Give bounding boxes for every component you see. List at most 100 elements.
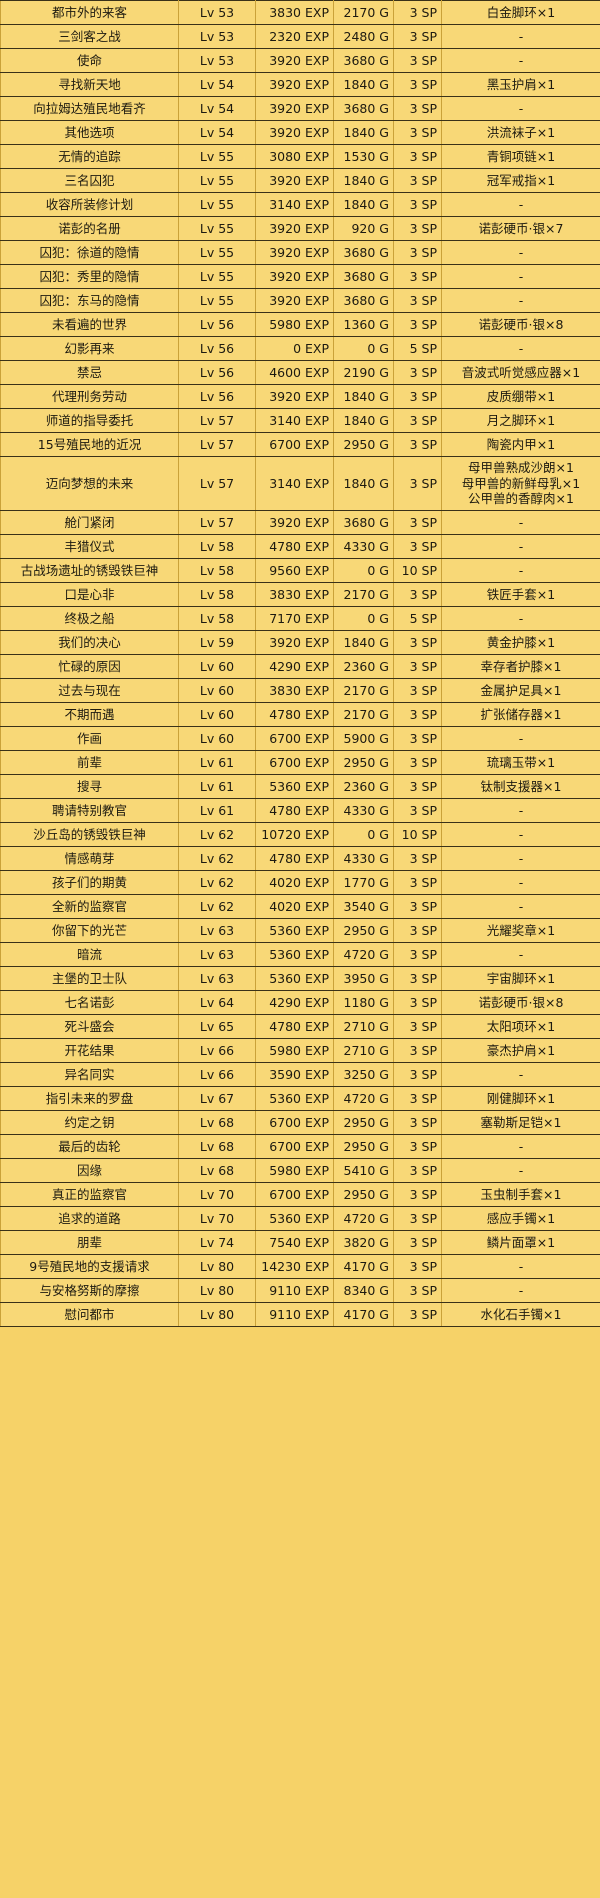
quest-sp-cell: 3 SP — [393, 1133, 442, 1159]
quest-sp-cell: 3 SP — [393, 1181, 442, 1207]
quest-gold-cell: 1840 G — [333, 384, 394, 409]
quest-gold-cell: 2710 G — [333, 1037, 394, 1063]
quest-reward-cell: 刚健脚环×1 — [441, 1085, 600, 1111]
quest-reward-cell: - — [441, 725, 600, 751]
reward-item: 母甲兽的新鲜母乳×1 — [461, 475, 581, 491]
quest-reward-cell: - — [441, 797, 600, 823]
quest-name-cell: 情感萌芽 — [0, 845, 179, 871]
quest-exp-cell: 6700 EXP — [255, 1109, 334, 1135]
quest-sp-cell: 3 SP — [393, 917, 442, 943]
reward-item: - — [518, 946, 524, 962]
quest-gold-cell: 1360 G — [333, 312, 394, 337]
quest-gold-cell: 8340 G — [333, 1277, 394, 1303]
quest-name-cell: 诺彭的名册 — [0, 216, 179, 241]
quest-sp-cell: 3 SP — [393, 216, 442, 241]
quest-name-cell: 孩子们的期黄 — [0, 869, 179, 895]
quest-exp-cell: 5980 EXP — [255, 1037, 334, 1063]
quest-name-cell: 异名同实 — [0, 1061, 179, 1087]
quest-reward-cell: - — [441, 1133, 600, 1159]
reward-item: 鳞片面罩×1 — [486, 1234, 556, 1250]
quest-level-cell: Lv 63 — [178, 917, 256, 943]
quest-gold-cell: 4170 G — [333, 1301, 394, 1327]
quest-level-cell: Lv 55 — [178, 192, 256, 217]
quest-level-cell: Lv 56 — [178, 336, 256, 361]
quest-name-cell: 9号殖民地的支援请求 — [0, 1253, 179, 1279]
quest-name-cell: 三名囚犯 — [0, 168, 179, 193]
quest-gold-cell: 2360 G — [333, 773, 394, 799]
quest-gold-cell: 2710 G — [333, 1013, 394, 1039]
quest-level-cell: Lv 68 — [178, 1157, 256, 1183]
quest-reward-cell: - — [441, 240, 600, 265]
quest-sp-cell: 3 SP — [393, 701, 442, 727]
quest-sp-cell: 3 SP — [393, 533, 442, 559]
quest-sp-cell: 3 SP — [393, 1157, 442, 1183]
quest-level-cell: Lv 57 — [178, 432, 256, 457]
quest-sp-cell: 3 SP — [393, 264, 442, 289]
quest-gold-cell: 3680 G — [333, 264, 394, 289]
quest-exp-cell: 4290 EXP — [255, 989, 334, 1015]
reward-item: 水化石手镯×1 — [480, 1306, 562, 1322]
quest-sp-cell: 3 SP — [393, 0, 442, 25]
reward-item: - — [518, 874, 524, 890]
quest-level-cell: Lv 68 — [178, 1109, 256, 1135]
quest-name-cell: 指引未来的罗盘 — [0, 1085, 179, 1111]
quest-reward-cell: - — [441, 48, 600, 73]
quest-exp-cell: 3920 EXP — [255, 96, 334, 121]
quest-gold-cell: 1840 G — [333, 456, 394, 511]
quest-name-cell: 最后的齿轮 — [0, 1133, 179, 1159]
quest-sp-cell: 3 SP — [393, 773, 442, 799]
quest-reward-cell: - — [441, 941, 600, 967]
quest-name-cell: 真正的监察官 — [0, 1181, 179, 1207]
quest-reward-cell: 白金脚环×1 — [441, 0, 600, 25]
quest-name-cell: 囚犯：徐道的隐情 — [0, 240, 179, 265]
quest-name-cell: 禁忌 — [0, 360, 179, 385]
quest-reward-cell: - — [441, 557, 600, 583]
quest-reward-cell: 诺彭硬币·银×8 — [441, 312, 600, 337]
quest-gold-cell: 3950 G — [333, 965, 394, 991]
quest-sp-cell: 3 SP — [393, 72, 442, 97]
quest-name-cell: 前辈 — [0, 749, 179, 775]
quest-sp-cell: 3 SP — [393, 677, 442, 703]
quest-level-cell: Lv 56 — [178, 384, 256, 409]
reward-item: - — [518, 562, 524, 578]
quest-reward-cell: - — [441, 1253, 600, 1279]
quest-level-cell: Lv 80 — [178, 1253, 256, 1279]
quest-exp-cell: 3830 EXP — [255, 677, 334, 703]
quest-level-cell: Lv 56 — [178, 312, 256, 337]
quest-level-cell: Lv 57 — [178, 509, 256, 535]
quest-level-cell: Lv 58 — [178, 557, 256, 583]
quest-exp-cell: 3920 EXP — [255, 216, 334, 241]
quest-exp-cell: 4780 EXP — [255, 701, 334, 727]
quest-exp-cell: 5360 EXP — [255, 941, 334, 967]
quest-exp-cell: 14230 EXP — [255, 1253, 334, 1279]
quest-name-cell: 搜寻 — [0, 773, 179, 799]
quest-name-cell: 我们的决心 — [0, 629, 179, 655]
quest-gold-cell: 2950 G — [333, 917, 394, 943]
quest-sp-cell: 3 SP — [393, 893, 442, 919]
quest-reward-cell: 感应手镯×1 — [441, 1205, 600, 1231]
quest-reward-cell: 铁匠手套×1 — [441, 581, 600, 607]
quest-gold-cell: 4330 G — [333, 533, 394, 559]
quest-exp-cell: 7540 EXP — [255, 1229, 334, 1255]
reward-item: - — [518, 1138, 524, 1154]
quest-exp-cell: 3140 EXP — [255, 456, 334, 511]
quest-level-cell: Lv 61 — [178, 749, 256, 775]
quest-sp-cell: 3 SP — [393, 192, 442, 217]
quest-exp-cell: 3140 EXP — [255, 408, 334, 433]
quest-level-cell: Lv 55 — [178, 216, 256, 241]
quest-gold-cell: 2170 G — [333, 701, 394, 727]
quest-exp-cell: 7170 EXP — [255, 605, 334, 631]
quest-name-cell: 未看遍的世界 — [0, 312, 179, 337]
